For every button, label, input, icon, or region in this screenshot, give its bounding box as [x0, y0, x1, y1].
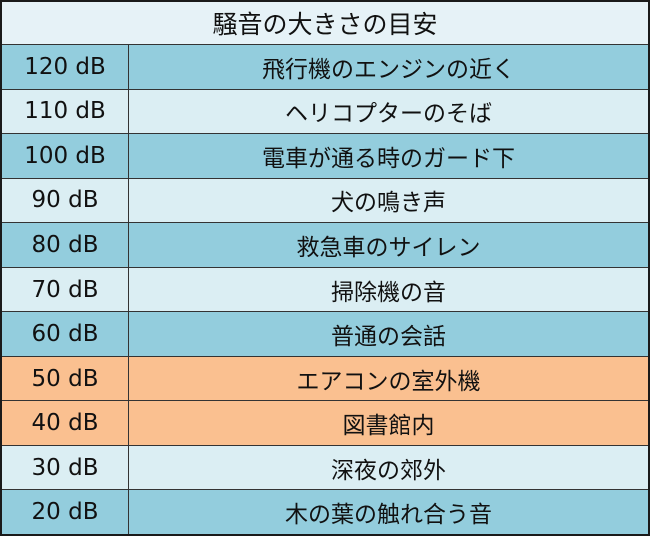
table-body: 120 dB 飛行機のエンジンの近く 110 dB ヘリコプターのそば 100 … [2, 45, 648, 535]
noise-source-cell: 電車が通る時のガード下 [129, 134, 648, 178]
noise-source-cell: 飛行機のエンジンの近く [129, 45, 648, 89]
table-row: 100 dB 電車が通る時のガード下 [2, 134, 648, 179]
decibel-cell: 90 dB [2, 178, 129, 223]
noise-source-cell: エアコンの室外機 [129, 356, 648, 401]
decibel-cell: 30 dB [2, 445, 129, 490]
noise-source-cell: 犬の鳴き声 [129, 178, 648, 223]
table-row: 20 dB 木の葉の触れ合う音 [2, 490, 648, 535]
noise-source-cell: 深夜の郊外 [129, 445, 648, 490]
table-row: 30 dB 深夜の郊外 [2, 445, 648, 491]
noise-source-cell: 掃除機の音 [129, 267, 648, 312]
decibel-cell: 120 dB [2, 45, 129, 89]
decibel-cell: 100 dB [2, 134, 129, 178]
decibel-cell: 70 dB [2, 267, 129, 312]
decibel-cell: 50 dB [2, 356, 129, 401]
table-row: 90 dB 犬の鳴き声 [2, 178, 648, 224]
noise-source-cell: 救急車のサイレン [129, 223, 648, 267]
table-title: 騒音の大きさの目安 [2, 2, 648, 45]
decibel-cell: 20 dB [2, 490, 129, 535]
table-row: 120 dB 飛行機のエンジンの近く [2, 45, 648, 90]
table-row: 80 dB 救急車のサイレン [2, 223, 648, 268]
decibel-cell: 80 dB [2, 223, 129, 267]
decibel-cell: 40 dB [2, 401, 129, 445]
table-row: 40 dB 図書館内 [2, 401, 648, 446]
table-row: 70 dB 掃除機の音 [2, 267, 648, 313]
noise-source-cell: 木の葉の触れ合う音 [129, 490, 648, 535]
noise-source-cell: 図書館内 [129, 401, 648, 445]
decibel-cell: 60 dB [2, 312, 129, 356]
noise-source-cell: ヘリコプターのそば [129, 89, 648, 134]
table-row: 110 dB ヘリコプターのそば [2, 89, 648, 135]
noise-source-cell: 普通の会話 [129, 312, 648, 356]
table-row: 50 dB エアコンの室外機 [2, 356, 648, 402]
decibel-cell: 110 dB [2, 89, 129, 134]
table-row: 60 dB 普通の会話 [2, 312, 648, 357]
